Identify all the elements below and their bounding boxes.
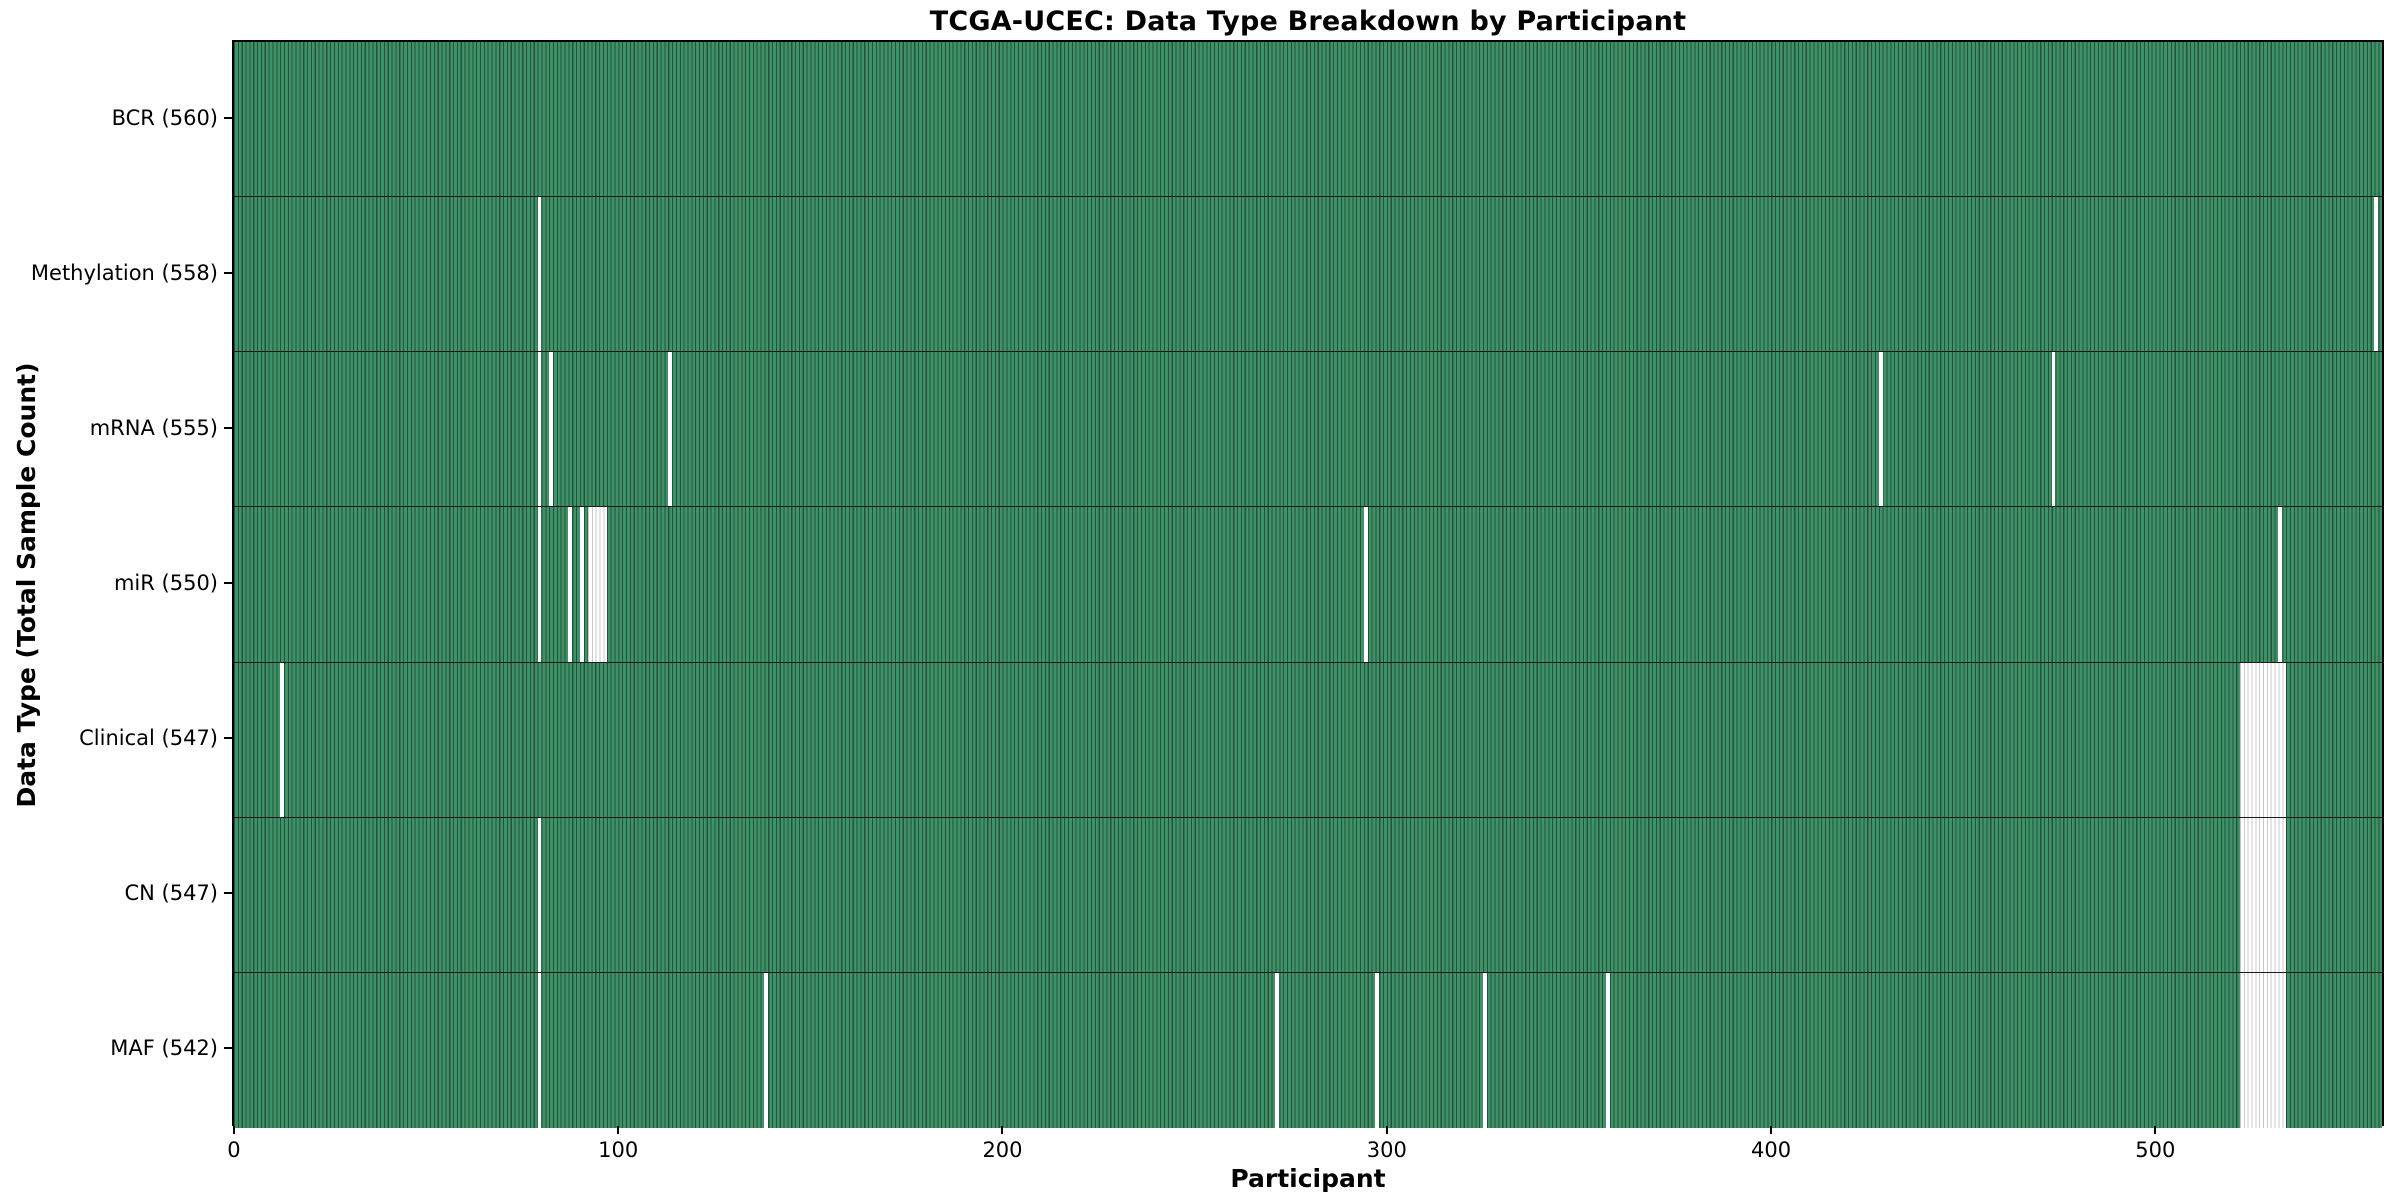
data-row-Methylation [234, 197, 2382, 353]
x-tick-mark [232, 1126, 235, 1134]
y-tick-label-mRNA: mRNA (555) [89, 415, 218, 440]
y-tick-label-MAF: MAF (542) [110, 1036, 218, 1061]
absent-gap [2239, 817, 2287, 972]
data-row-CN [234, 817, 2382, 973]
x-tick-mark [1770, 1126, 1773, 1134]
y-tick-label-Clinical: Clinical (547) [79, 726, 218, 751]
absent-gap [1363, 507, 1368, 662]
absent-gap [764, 972, 769, 1128]
absent-gap [537, 197, 542, 352]
y-tick-mark [224, 426, 232, 429]
x-tick-mark [2154, 1126, 2157, 1134]
x-tick-label: 0 [227, 1138, 241, 1162]
x-tick-mark [617, 1126, 620, 1134]
y-tick-label-CN: CN (547) [124, 881, 218, 906]
x-tick-mark [1385, 1126, 1388, 1134]
y-tick-mark [224, 737, 232, 740]
x-tick-mark [1001, 1126, 1004, 1134]
absent-gap [1375, 972, 1380, 1128]
absent-gap [579, 507, 584, 662]
x-tick-label: 100 [598, 1138, 639, 1162]
absent-gap [587, 507, 607, 662]
absent-gap [668, 352, 673, 507]
absent-gap [2374, 197, 2379, 352]
y-tick-mark [224, 116, 232, 119]
absent-gap [280, 662, 284, 817]
absent-gap [537, 507, 542, 662]
plot-area: Present Absent [232, 40, 2384, 1128]
x-tick-label: 500 [2135, 1138, 2176, 1162]
data-row-Clinical [234, 662, 2382, 818]
y-tick-mark [224, 892, 232, 895]
data-row-mRNA [234, 352, 2382, 508]
y-tick-mark [224, 1047, 232, 1050]
absent-gap [1878, 352, 1883, 507]
absent-gap [2051, 352, 2056, 507]
absent-gap [1275, 972, 1280, 1128]
y-tick-mark [224, 582, 232, 584]
y-tick-label-BCR: BCR (560) [111, 105, 218, 130]
chart-title: TCGA-UCEC: Data Type Breakdown by Partic… [929, 6, 1687, 37]
y-tick-label-Methylation: Methylation (558) [30, 260, 218, 285]
x-tick-label: 400 [1751, 1138, 1792, 1162]
data-row-miR [234, 507, 2382, 663]
absent-gap [568, 507, 573, 662]
x-tick-label: 200 [982, 1138, 1023, 1162]
y-tick-mark [224, 271, 232, 274]
absent-gap [2239, 662, 2287, 817]
absent-gap [2278, 507, 2283, 662]
absent-gap [537, 972, 542, 1128]
y-tick-label-miR: miR (550) [113, 571, 218, 595]
absent-gap [537, 817, 542, 972]
x-tick-label: 300 [1366, 1138, 1407, 1162]
absent-gap [1482, 972, 1487, 1128]
absent-gap [549, 352, 553, 507]
absent-gap [2239, 972, 2287, 1128]
absent-gap [537, 352, 542, 507]
x-axis-title: Participant [1230, 1164, 1386, 1193]
data-row-MAF [234, 972, 2382, 1128]
data-row-BCR [234, 42, 2382, 198]
absent-gap [1605, 972, 1610, 1128]
